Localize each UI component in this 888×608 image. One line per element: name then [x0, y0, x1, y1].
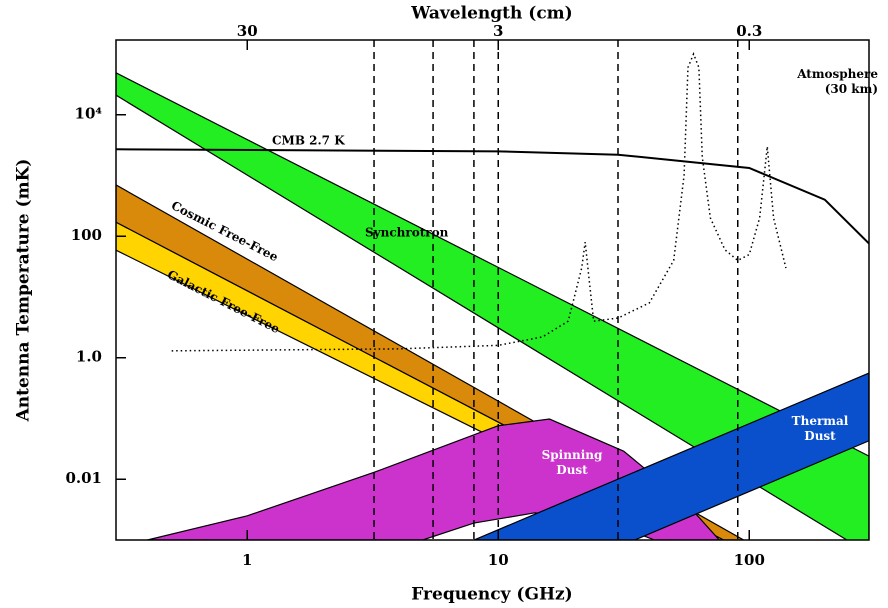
y-tick-label: 0.01	[65, 469, 102, 487]
x-axis-title: Frequency (GHz)	[411, 585, 572, 605]
line-label: CMB 2.7 K	[272, 134, 345, 148]
line	[116, 148, 869, 245]
band-label: Thermal Dust	[792, 414, 849, 443]
x2-axis-title: Wavelength (cm)	[410, 4, 572, 24]
x-tick-label: 10	[488, 551, 509, 569]
plot-area	[116, 40, 869, 540]
y-tick-label: 1.0	[76, 348, 102, 366]
x-tick-label: 1	[242, 551, 252, 569]
x-tick-label: 100	[734, 551, 765, 569]
plot-frame	[115, 39, 870, 541]
y-tick-label: 100	[71, 226, 102, 244]
x2-tick-label: 30	[237, 22, 258, 40]
line	[171, 52, 787, 352]
y-tick-label: 10⁴	[75, 105, 103, 123]
line-label: Atmosphere (30 km)	[796, 67, 878, 96]
band-label: Synchrotron	[365, 226, 449, 240]
band-label: Spinning Dust	[542, 448, 603, 477]
y-axis-title: Antenna Temperature (mK)	[14, 159, 34, 423]
x2-tick-label: 3	[493, 22, 503, 40]
x2-tick-label: 0.3	[736, 22, 762, 40]
